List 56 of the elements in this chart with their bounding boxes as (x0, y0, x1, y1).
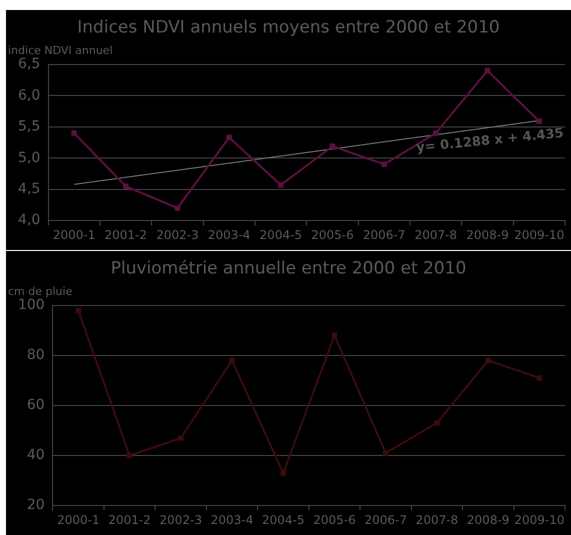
y-tick-label: 80 (26, 347, 45, 364)
x-tick-label: 2001-2 (104, 228, 148, 242)
point (280, 470, 286, 476)
point (126, 452, 132, 458)
point (71, 130, 77, 136)
x-tick-label: 2000-1 (57, 512, 100, 527)
point (174, 205, 180, 211)
y-tick-label: 6,0 (18, 87, 40, 104)
x-tick-label: 2006-7 (364, 512, 407, 527)
point (226, 134, 232, 140)
point (123, 183, 129, 190)
x-tick-label: 2005-6 (311, 228, 354, 242)
chart-title: Indices NDVI annuels moyens entre 2000 et 2010 (77, 18, 500, 38)
x-tick-label: 2002-3 (156, 228, 199, 242)
x-tick-label: 2008-9 (466, 512, 510, 527)
annotation: y= 0.1288 x + 4.435 (416, 126, 564, 156)
y-axis-title: indice NDVI annuel (8, 44, 113, 57)
x-tick-label: 2003-4 (210, 512, 254, 527)
y-tick-label: 20 (26, 497, 45, 514)
point (229, 358, 235, 364)
y-tick-label: 40 (26, 447, 45, 464)
x-tick-label: 2003-4 (208, 228, 250, 242)
point (536, 118, 542, 124)
point (381, 162, 387, 168)
x-tick-label: 2009-10 (514, 512, 564, 527)
x-tick-label: 2004-5 (260, 228, 302, 242)
y-tick-label: 6,5 (18, 56, 40, 72)
point (382, 450, 388, 456)
point (536, 375, 542, 381)
x-tick-label: 2004-5 (262, 512, 305, 527)
x-tick-label: 2009-10 (514, 228, 564, 242)
point (434, 420, 440, 426)
x-tick-label: 2007-8 (416, 512, 458, 527)
point (278, 182, 284, 188)
x-tick-label: 2007-8 (414, 228, 458, 242)
point (433, 130, 439, 136)
point (76, 308, 82, 314)
point (178, 435, 184, 441)
x-tick-label: 2001-2 (108, 512, 151, 527)
y-tick-label: 4,5 (18, 181, 40, 197)
chart-title: Pluviométrie annuelle entre 2000 et 2010 (110, 258, 466, 279)
point (330, 143, 336, 150)
point (484, 68, 490, 74)
y-tick-label: 4,0 (18, 212, 40, 228)
y-tick-label: 100 (18, 297, 45, 314)
point (485, 358, 491, 364)
y-tick-label: 5,5 (18, 118, 40, 135)
x-tick-label: 2006-7 (362, 228, 406, 242)
x-tick-label: 2008-9 (466, 228, 509, 242)
x-tick-label: 2005-6 (313, 512, 356, 527)
y-tick-label: 60 (26, 397, 45, 414)
y-tick-label: 5,0 (18, 150, 40, 166)
x-tick-label: 2000-1 (52, 228, 96, 242)
x-tick-label: 2002-3 (160, 512, 202, 527)
point (332, 332, 338, 338)
y-axis-title: cm de pluie (8, 284, 73, 298)
